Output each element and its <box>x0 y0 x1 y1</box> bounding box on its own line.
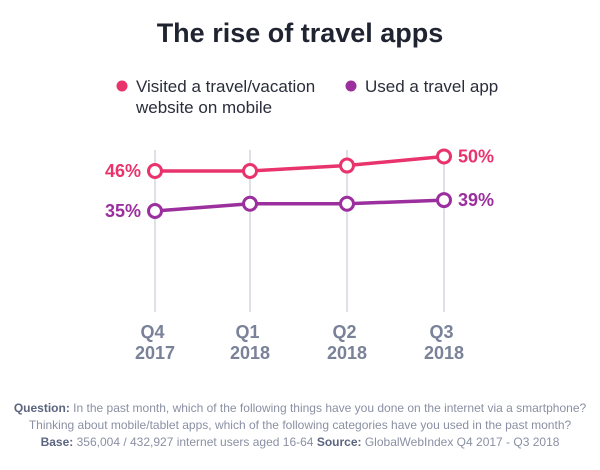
data-label-series-2-last: 39% <box>458 190 494 210</box>
data-point-series-2-3 <box>339 195 355 212</box>
source-label: Source: <box>316 435 362 449</box>
base-label: Base: <box>40 435 74 449</box>
data-point-series-1-1 <box>147 163 163 179</box>
x-tick-2: Q1 2018 <box>230 322 270 363</box>
footnote: Question: In the past month, which of th… <box>0 400 600 451</box>
x-tick-4: Q3 2018 <box>424 322 464 363</box>
x-tick-1: Q4 2017 <box>135 322 175 363</box>
footnote-base-line: Base: 356,004 / 432,927 internet users a… <box>0 434 600 451</box>
legend: Visited a travel/vacation website on mob… <box>116 77 498 117</box>
source-text: GlobalWebIndex Q4 2017 - Q3 2018 <box>364 435 560 449</box>
footnote-question-line-2: Thinking about mobile/tablet apps, which… <box>28 418 572 432</box>
question-label: Question: <box>13 401 70 415</box>
x-axis-ticks: Q4 2017 Q1 2018 Q2 2018 Q3 2018 <box>135 322 464 363</box>
x-tick-3: Q2 2018 <box>327 322 367 363</box>
chart: The rise of travel apps Visited a travel… <box>105 18 498 363</box>
gridlines <box>154 150 445 312</box>
series-line-2 <box>154 198 445 213</box>
data-point-series-2-1 <box>147 203 163 219</box>
legend-marker-series-2 <box>345 80 357 92</box>
data-point-series-1-2 <box>242 163 258 179</box>
series-line-1 <box>155 154 445 173</box>
data-label-series-2-first: 35% <box>105 201 141 221</box>
x-tick-1-year: 2017 <box>135 343 175 363</box>
x-tick-4-year: 2018 <box>424 343 464 363</box>
legend-label-series-2: Used a travel app <box>365 77 498 96</box>
legend-label-series-1: Visited a travel/vacation website on mob… <box>135 77 320 117</box>
x-tick-2-year: 2018 <box>230 343 270 363</box>
legend-marker-series-1 <box>116 80 128 92</box>
data-point-series-2-4 <box>436 192 452 209</box>
data-point-series-1-4 <box>436 148 452 165</box>
x-tick-3-year: 2018 <box>327 343 367 363</box>
legend-label-series-1-line-1: Visited a travel/vacation <box>136 77 315 96</box>
x-tick-2-quarter: Q1 <box>235 322 259 342</box>
data-label-series-1-last: 50% <box>458 146 494 166</box>
chart-title: The rise of travel apps <box>157 18 444 48</box>
x-tick-3-quarter: Q2 <box>332 322 356 342</box>
data-points <box>147 148 452 219</box>
data-point-series-2-2 <box>242 195 258 212</box>
legend-label-series-1-line-2: website on mobile <box>135 98 272 117</box>
series-lines <box>154 154 445 213</box>
data-label-series-1-first: 46% <box>105 161 141 181</box>
data-point-series-1-3 <box>339 157 355 174</box>
x-tick-1-quarter: Q4 <box>140 322 164 342</box>
x-tick-4-quarter: Q3 <box>429 322 453 342</box>
footnote-question-line-1: Question: In the past month, which of th… <box>0 400 600 417</box>
data-labels: 46% 50% 35% 39% <box>105 146 494 221</box>
base-text: 356,004 / 432,927 internet users aged 16… <box>76 435 314 449</box>
question-text-1: In the past month, which of the followin… <box>73 401 587 415</box>
